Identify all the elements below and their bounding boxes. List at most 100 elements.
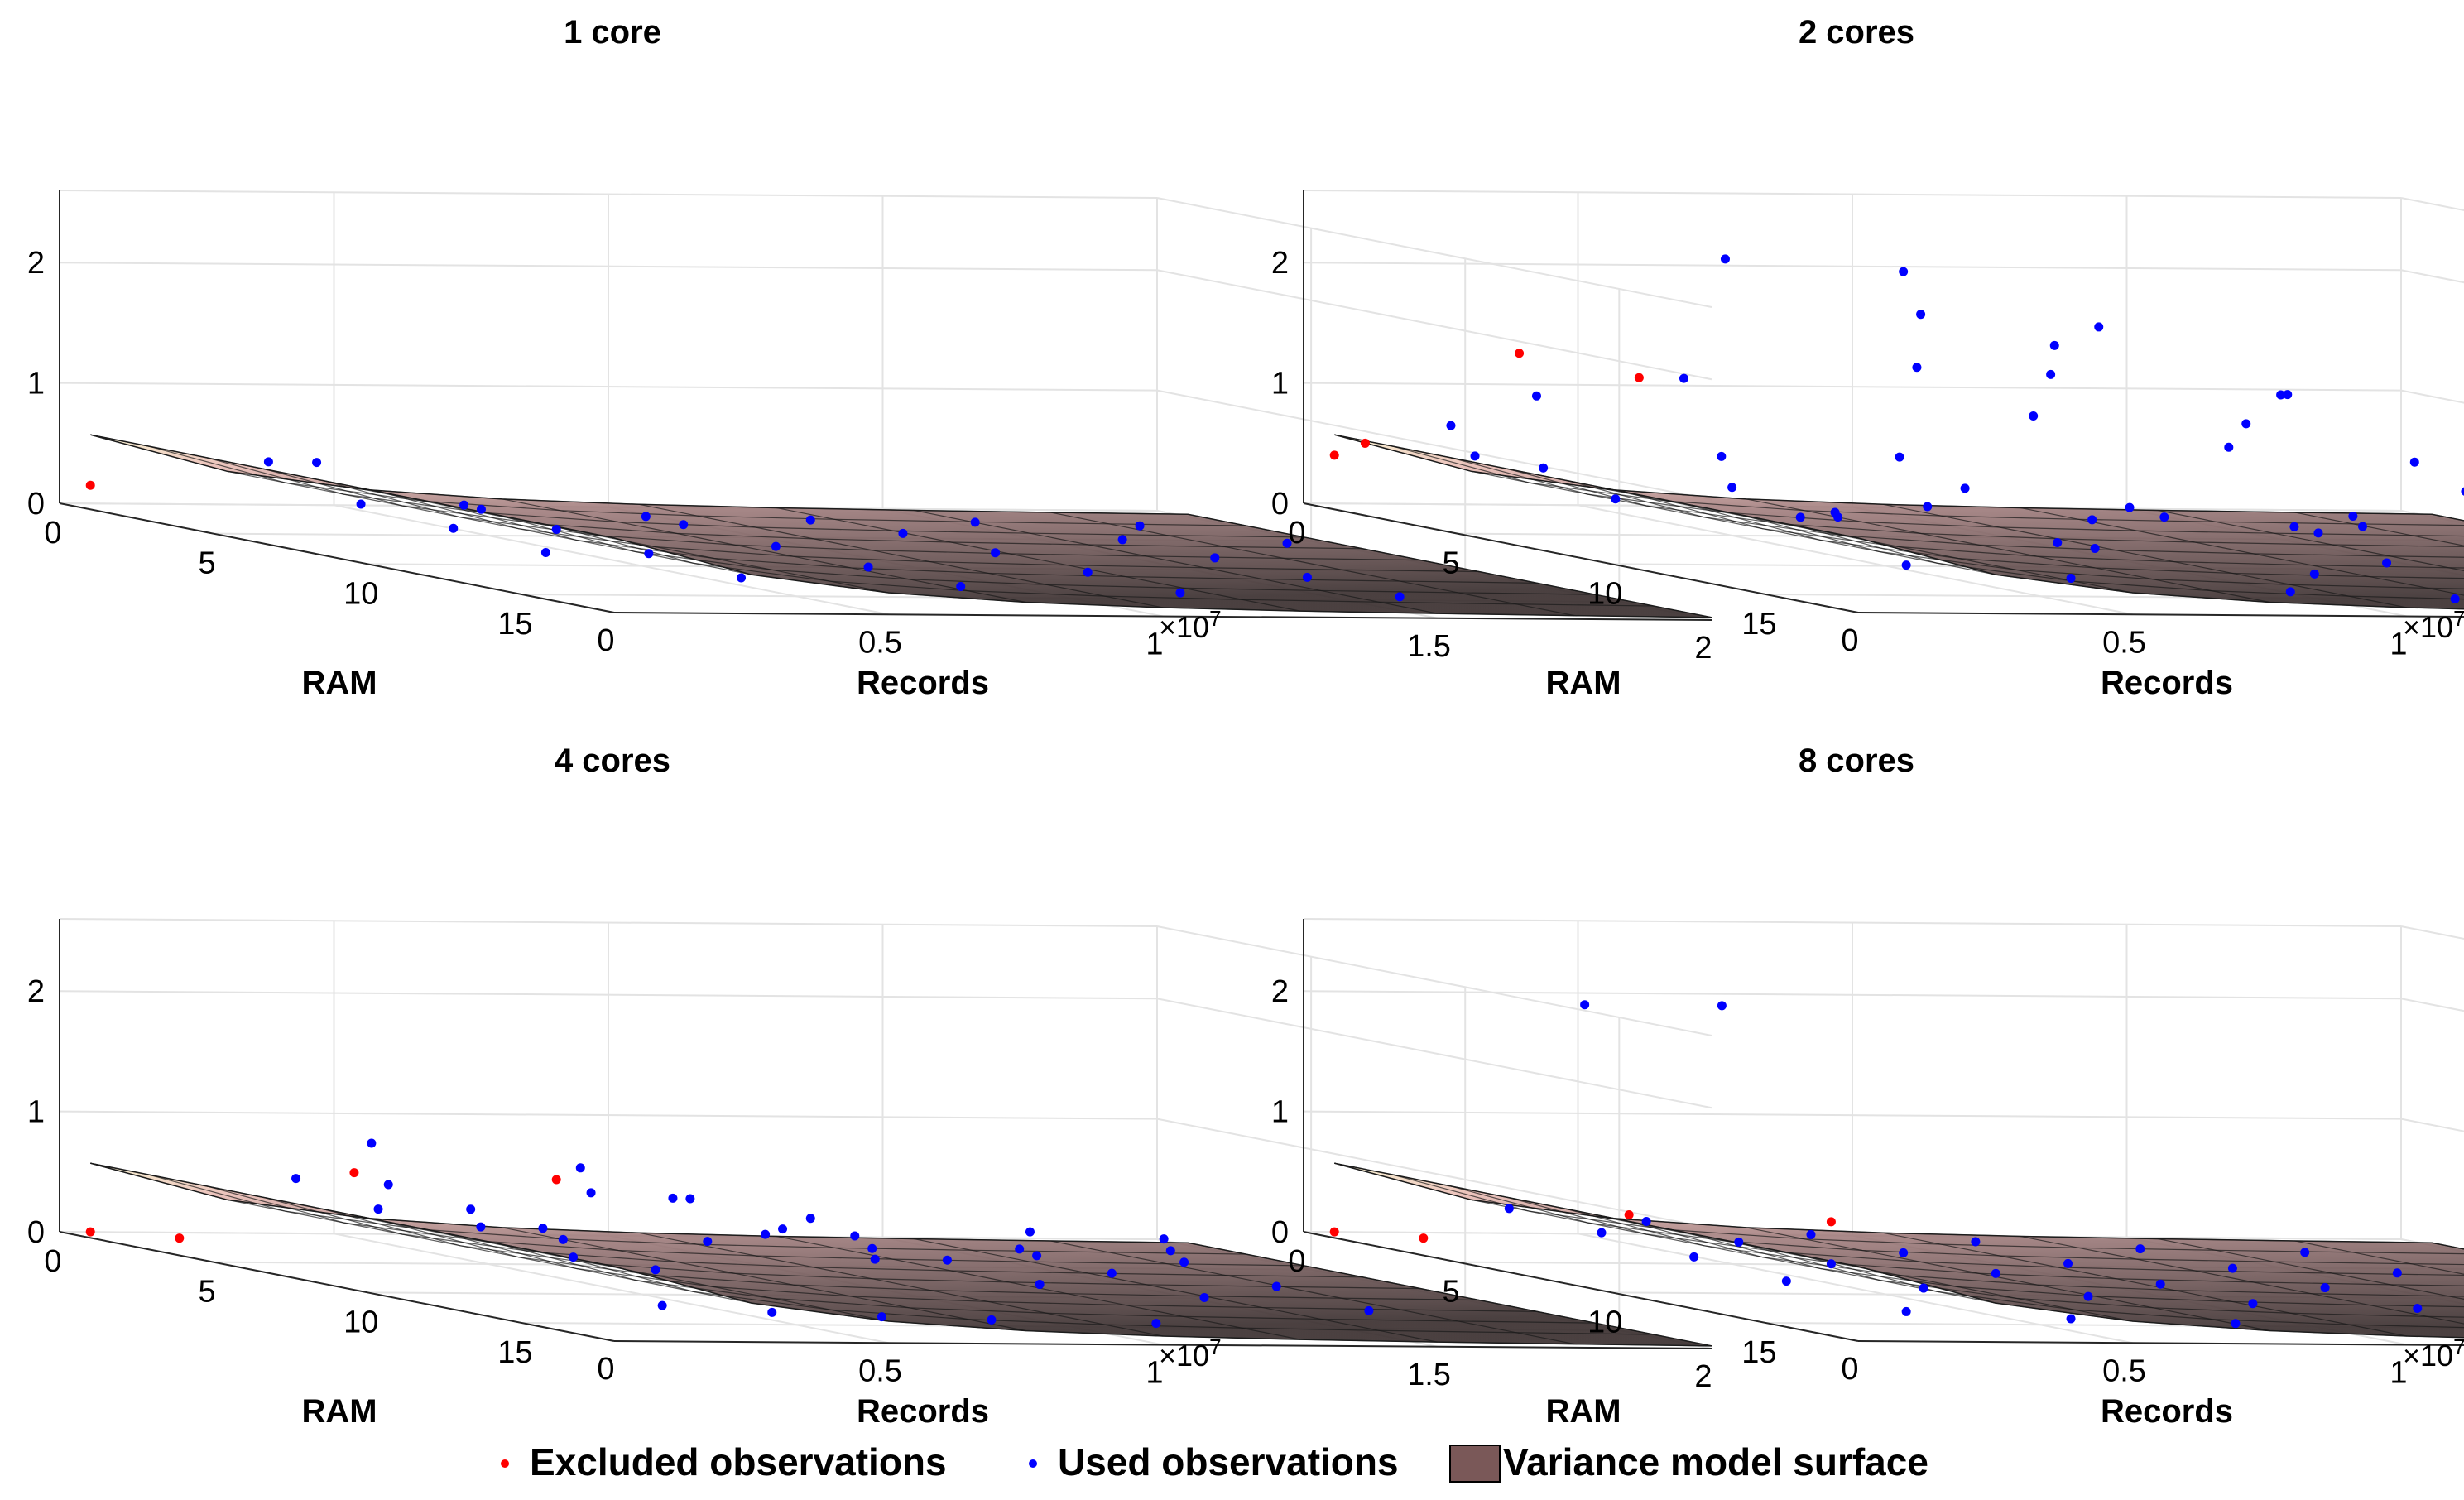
chart-title: 4 cores [555,743,670,779]
used-observation-point [2285,587,2295,597]
used-observation-point [1597,1228,1607,1238]
floor-grid-line [334,1233,889,1344]
x-tick-label: 0 [597,623,614,658]
surface-mesh-line [227,470,752,575]
surface-mesh-line [1050,1240,1575,1345]
legend-used-label: Used observations [1058,1440,1399,1483]
wall-grid-line [2400,998,2464,1012]
used-observation-point [767,1307,777,1317]
used-observation-point [1117,535,1127,545]
y-tick-label: 10 [1587,576,1622,611]
used-observation-point [1912,363,1922,373]
x-axis-line [613,612,1712,621]
y-tick-label: 15 [497,607,532,642]
x-tick-label: 1 [1146,627,1163,662]
surface-mesh-line [497,514,1596,595]
x-axis-label: Records [857,1393,989,1430]
used-observation-point [1151,1319,1161,1329]
observation-points [85,1138,1374,1329]
observation-points [85,457,1405,602]
used-observation-point [1717,1001,1727,1011]
z-tick-label: 0 [27,1215,45,1250]
surface-mesh-line [555,1254,1654,1335]
used-observation-point [956,582,966,592]
used-observation-point [1919,1283,1928,1293]
surface-mesh-line [90,434,1189,515]
used-observation-point [291,1174,301,1184]
surface-mesh-line [1799,1254,2464,1329]
excluded-observation-point [85,1227,95,1237]
surface-mesh-line [439,502,1538,584]
used-observation-point [551,524,561,534]
wall-grid-line [59,918,1158,927]
used-observation-point [703,1237,713,1247]
wall-grid-line [1303,918,2402,927]
surface-mesh-line [381,1219,1479,1301]
used-observation-point [1165,1246,1175,1256]
wall-grid-line [2400,197,2464,211]
surface-mesh-line [497,1243,1596,1324]
used-observation-point [2083,1291,2093,1301]
used-observation-point [1679,373,1688,383]
used-observation-point [1899,267,1909,276]
used-observation-point [1025,1227,1035,1237]
surface-mesh-line [1334,434,1859,539]
used-observation-point [383,1180,393,1190]
used-observation-point [1991,1268,2000,1278]
used-observation-point [1271,1281,1281,1291]
surface-mesh-line [1471,1199,1996,1304]
used-observation-point [2309,569,2319,579]
wall-grid-line [1156,197,1712,308]
used-observation-point [778,1224,788,1234]
surface-mesh-line [1746,1227,2270,1332]
used-observation-point [641,512,651,522]
surface-mesh-line [206,457,1304,538]
legend-excluded-marker [501,1459,509,1468]
used-observation-point [1916,310,1926,320]
y-axis-label: RAM [1545,665,1621,701]
used-observation-point [850,1231,860,1241]
used-observation-point [1395,592,1405,602]
z-tick-label: 0 [1271,487,1289,522]
used-observation-point [685,1194,695,1204]
y-axis-label: RAM [1545,1393,1621,1430]
used-observation-point [1083,567,1093,577]
used-observation-point [2313,528,2323,538]
excluded-observation-point [1329,450,1339,460]
surface-mesh-line [1334,1162,1859,1267]
x-axis-line [1857,1340,2464,1346]
used-observation-point [2413,1303,2423,1313]
surface-mesh-line [264,469,1363,550]
y-tick-label: 15 [497,1335,532,1370]
wall-grid-line [59,990,1158,1000]
used-observation-point [575,1163,585,1173]
observation-points [1329,1000,2423,1329]
x-tick-label: 1 [2390,627,2407,662]
y-tick-label: 10 [1587,1305,1622,1339]
excluded-observation-point [1624,1210,1634,1220]
z-tick-label: 1 [1271,367,1289,401]
z-tick-label: 0 [27,487,45,522]
x-tick-label: 0.5 [858,625,902,660]
excluded-observation-point [349,1168,359,1178]
used-observation-point [1826,1259,1836,1269]
used-observation-point [942,1255,952,1265]
used-observation-point [1539,463,1549,473]
x-tick-label: 1 [2390,1356,2407,1391]
used-observation-point [2461,487,2464,496]
y-tick-label: 10 [343,576,378,611]
z-tick-label: 2 [1271,246,1289,281]
y-axis-label: RAM [301,665,377,701]
surface-mesh-line [2157,509,2464,572]
used-observation-point [987,1315,997,1325]
used-observation-point [668,1193,678,1203]
used-observation-point [1531,391,1541,401]
surface-mesh-line [1883,503,2408,608]
used-observation-point [449,523,459,533]
used-observation-point [2300,1248,2310,1257]
surface-mesh-line [2294,512,2464,546]
wall-grid-line [59,382,1158,392]
used-observation-point [1781,1276,1791,1286]
